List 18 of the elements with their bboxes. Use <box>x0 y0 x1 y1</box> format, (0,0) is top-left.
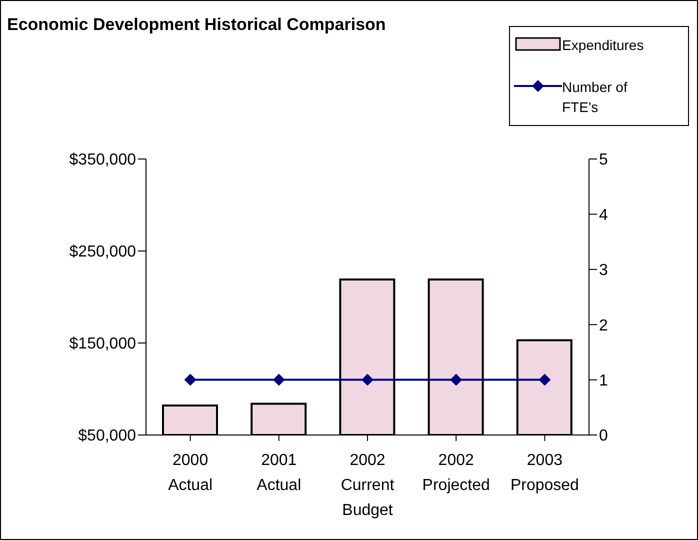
x-tick-label: 2001 Actual <box>256 452 302 494</box>
y2-tick-label: 4 <box>599 206 608 224</box>
chart-title: Economic Development Historical Comparison <box>7 15 386 35</box>
y-tick-label: $50,000 <box>78 428 136 445</box>
y2-tick-label: 2 <box>599 317 608 334</box>
x-tick-label: 2000 Actual <box>168 452 213 494</box>
x-tick-label: 2003 Proposed <box>510 452 579 494</box>
legend-label: Expenditures <box>562 36 644 55</box>
y2-tick-label: 1 <box>599 372 608 390</box>
y2-tick-label: 0 <box>599 428 608 445</box>
legend-label: Number of FTE's <box>562 78 628 117</box>
y-tick-label: $250,000 <box>69 244 136 261</box>
x-tick-label: 2002 Projected <box>422 452 490 494</box>
y2-tick-label: 3 <box>599 262 608 280</box>
y2-tick-label: 5 <box>599 152 608 169</box>
y-tick-label: $150,000 <box>69 336 136 353</box>
x-tick-label: 2002 Current Budget <box>340 452 395 519</box>
y-tick-label: $350,000 <box>69 152 136 169</box>
